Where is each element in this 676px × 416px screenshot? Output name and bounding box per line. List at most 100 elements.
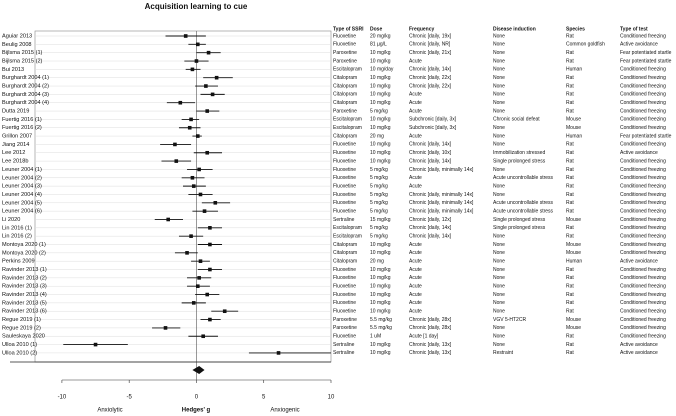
table-cell: None: [493, 325, 505, 331]
study-label: Burghardt 2004 (4): [2, 100, 49, 106]
column-header: Dose: [370, 26, 382, 32]
study-label: Lee 2018b: [2, 159, 28, 165]
table-cell: Fluoxetine: [333, 309, 356, 315]
study-label: Ulloa 2010 (2): [2, 350, 37, 356]
table-cell: Mouse: [566, 242, 581, 248]
table-cell: Paroxetine: [333, 317, 357, 323]
table-cell: None: [493, 58, 505, 64]
left-label: Anxiolytic: [97, 408, 122, 414]
effect-point: [163, 326, 168, 330]
table-cell: Rat: [566, 275, 574, 281]
table-cell: Rat: [566, 225, 574, 231]
table-cell: Rat: [566, 167, 574, 173]
summary-diamond: [192, 366, 205, 374]
study-label: Sauleskaya 2020: [2, 334, 45, 340]
table-cell: Conditioned freezing: [620, 175, 666, 181]
table-cell: Common goldfish: [566, 42, 605, 48]
table-cell: None: [493, 167, 505, 173]
table-cell: 10 mg/kg: [370, 242, 391, 248]
study-label: Ravinder 2013 (3): [2, 284, 47, 290]
effect-point: [222, 309, 227, 314]
study-label: Bijlsma 2015 (1): [2, 50, 43, 56]
table-cell: Fluoxetine: [333, 167, 356, 173]
table-cell: Mouse: [566, 217, 581, 223]
study-label: Ravinder 2013 (2): [2, 275, 47, 281]
effect-point: [189, 234, 193, 238]
chart-title: Acquisition learning to cue: [145, 2, 248, 11]
effect-point: [204, 84, 208, 88]
study-label: Lin 2016 (1): [2, 225, 32, 231]
table-cell: None: [493, 50, 505, 56]
effect-point: [183, 34, 188, 38]
study-label: Leuner 2004 (6): [2, 209, 42, 215]
table-cell: Conditioned freezing: [620, 275, 666, 281]
table-cell: Acute uncontrollable stress: [493, 208, 554, 214]
table-cell: None: [493, 259, 505, 265]
table-cell: Rat: [566, 150, 574, 156]
table-cell: Chronic [daily, 13x]: [409, 350, 452, 356]
table-cell: VGV 5-HT2CR: [493, 317, 526, 323]
table-cell: Rat: [566, 92, 574, 98]
study-label: Fuertig 2016 (2): [2, 125, 42, 131]
table-cell: Citalopram: [333, 259, 357, 265]
table-cell: Citalopram: [333, 250, 357, 256]
table-cell: None: [493, 83, 505, 89]
table-cell: Rat: [566, 108, 574, 114]
table-cell: Restraint: [493, 350, 514, 356]
study-label: Burghardt 2004 (2): [2, 84, 49, 90]
table-cell: Rat: [566, 100, 574, 106]
table-cell: Chronic [daily, 28x]: [409, 325, 452, 331]
table-cell: Conditioned freezing: [620, 284, 666, 290]
table-cell: Acute uncontrollable stress: [493, 175, 554, 181]
effect-point: [201, 334, 205, 339]
table-cell: Fluoxetine: [333, 208, 356, 214]
table-cell: Chronic [daily, minimally 14x]: [409, 192, 474, 198]
table-cell: 5.5 mg/kg: [370, 317, 392, 323]
table-cell: Sertraline: [333, 350, 355, 356]
study-label: Grillon 2007: [2, 134, 32, 140]
table-cell: None: [493, 92, 505, 98]
table-cell: Rat: [566, 58, 574, 64]
effect-point: [198, 192, 203, 197]
table-cell: Conditioned freezing: [620, 142, 666, 148]
effect-point: [276, 351, 281, 355]
table-cell: Rat: [566, 342, 574, 348]
table-cell: Conditioned freezing: [620, 317, 666, 323]
table-cell: Citalopram: [333, 92, 357, 98]
effect-point: [166, 217, 170, 222]
study-label: Burghardt 2004 (1): [2, 75, 49, 81]
effect-point: [196, 134, 200, 138]
x-axis-label: Hedges' g: [182, 408, 211, 414]
table-cell: 10 mg/kg: [370, 125, 391, 131]
table-cell: Chronic [daily, minimally 14x]: [409, 208, 474, 214]
table-cell: Citalopram: [333, 83, 357, 89]
table-cell: None: [493, 183, 505, 189]
study-label: Aguiar 2013: [2, 33, 32, 39]
study-label: Fuertig 2016 (1): [2, 117, 42, 123]
table-cell: Chronic [daily, minimally 14x]: [409, 200, 474, 206]
table-cell: Conditioned freezing: [620, 83, 666, 89]
study-label: Leuner 2004 (3): [2, 184, 42, 190]
table-cell: Acute: [409, 58, 422, 64]
table-cell: 81 µg/L: [370, 42, 387, 48]
table-cell: Acute: [409, 183, 422, 189]
x-tick-label: 5: [262, 395, 266, 401]
table-cell: Rat: [566, 192, 574, 198]
table-cell: Paroxetine: [333, 108, 357, 114]
table-cell: Conditioned freezing: [620, 167, 666, 173]
table-cell: None: [493, 42, 505, 48]
table-cell: Rat: [566, 50, 574, 56]
table-cell: Fluoxetine: [333, 158, 356, 164]
right-label: Anxiogenic: [270, 408, 299, 414]
table-cell: Conditioned freezing: [620, 192, 666, 198]
table-cell: Conditioned freezing: [620, 108, 666, 114]
table-cell: 10 mg/kg: [370, 50, 391, 56]
table-cell: None: [493, 133, 505, 139]
effect-point: [173, 142, 177, 147]
table-cell: 10 mg/kg: [370, 75, 391, 81]
table-cell: 5 mg/kg: [370, 167, 388, 173]
table-cell: None: [493, 309, 505, 315]
study-label: Ravinder 2013 (5): [2, 300, 47, 306]
table-cell: Conditioned freezing: [620, 125, 666, 131]
study-label: Leuner 2004 (1): [2, 167, 42, 173]
